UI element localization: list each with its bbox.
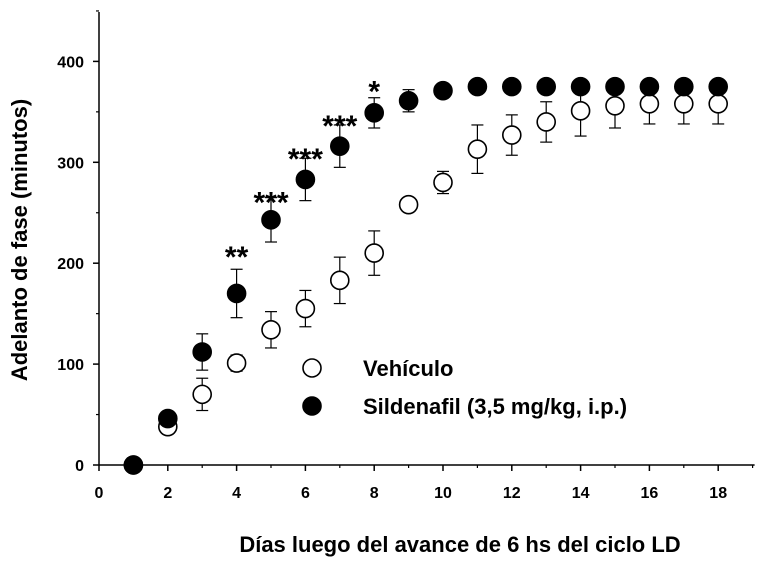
vehiculo-point xyxy=(192,384,212,405)
significance-mark: * xyxy=(368,76,380,109)
sildenafil-point xyxy=(673,76,694,97)
vehiculo-point xyxy=(673,93,694,114)
axes: 0 2 4 6 8 10 12 14 16 18 0 100 200 300 400 xyxy=(57,10,755,502)
x-tick-label: 12 xyxy=(503,485,521,502)
significance-mark: ** xyxy=(225,241,249,274)
legend: Vehículo Sildenafil (3,5 mg/kg, i.p.) xyxy=(302,356,627,419)
sildenafil-point xyxy=(570,76,591,97)
sildenafil-point xyxy=(501,76,522,97)
vehiculo-point xyxy=(295,298,316,319)
vehiculo-point xyxy=(364,243,385,263)
sildenafil-point xyxy=(536,76,557,97)
vehiculo-point xyxy=(570,101,591,121)
legend-marker xyxy=(302,396,322,416)
error-bars xyxy=(161,82,725,435)
x-tick-label: 6 xyxy=(301,485,310,502)
vehiculo-point xyxy=(261,319,281,340)
sildenafil-point xyxy=(605,76,625,97)
vehiculo-point xyxy=(433,172,453,193)
x-axis-title: Días luego del avance de 6 hs del ciclo … xyxy=(239,532,680,557)
y-tick-label: 200 xyxy=(57,256,84,273)
sildenafil-point xyxy=(261,210,281,230)
legend-label: Vehículo xyxy=(363,356,453,381)
y-tick-label: 400 xyxy=(57,54,84,71)
sildenafil-point xyxy=(639,76,660,97)
vehiculo-point xyxy=(467,139,488,159)
legend-label: Sildenafil (3,5 mg/kg, i.p.) xyxy=(363,394,627,419)
x-tick-label: 2 xyxy=(163,485,172,502)
vehiculo-point xyxy=(605,95,625,116)
vehiculo-point xyxy=(708,93,729,114)
sildenafil-point xyxy=(329,136,350,156)
vehiculo-point xyxy=(639,93,660,114)
vehiculo-point xyxy=(329,270,350,291)
sildenafil-point xyxy=(295,169,316,190)
sildenafil-point xyxy=(364,103,385,123)
sildenafil-point xyxy=(708,76,729,97)
x-tick-label: 18 xyxy=(709,485,727,502)
sildenafil-point xyxy=(192,342,212,362)
significance-annotations: ************ xyxy=(225,76,380,274)
x-tick-label: 16 xyxy=(641,485,659,502)
vehiculo-point xyxy=(501,125,522,145)
sildenafil-point xyxy=(226,283,247,304)
vehiculo-point xyxy=(398,194,419,215)
x-tick-label: 0 xyxy=(95,485,104,502)
significance-mark: *** xyxy=(288,143,323,176)
x-tick-label: 10 xyxy=(434,485,452,502)
sildenafil-point xyxy=(123,455,144,475)
significance-mark: *** xyxy=(322,110,357,143)
sildenafil-point xyxy=(433,80,453,101)
vehiculo-point xyxy=(226,353,247,373)
y-tick-label: 100 xyxy=(57,357,84,374)
sildenafil-point xyxy=(158,408,178,429)
x-tick-label: 4 xyxy=(232,485,241,502)
y-axis-title: Adelanto de fase (minutos) xyxy=(7,99,32,381)
significance-mark: *** xyxy=(253,187,288,220)
x-tick-label: 8 xyxy=(370,485,379,502)
y-tick-label: 300 xyxy=(57,155,84,172)
vehiculo-point xyxy=(536,112,557,132)
sildenafil-point xyxy=(467,76,488,97)
y-tick-label: 0 xyxy=(75,458,84,475)
sildenafil-point xyxy=(398,90,419,111)
data-markers xyxy=(123,76,729,475)
legend-marker xyxy=(302,358,322,378)
x-tick-label: 14 xyxy=(572,485,590,502)
